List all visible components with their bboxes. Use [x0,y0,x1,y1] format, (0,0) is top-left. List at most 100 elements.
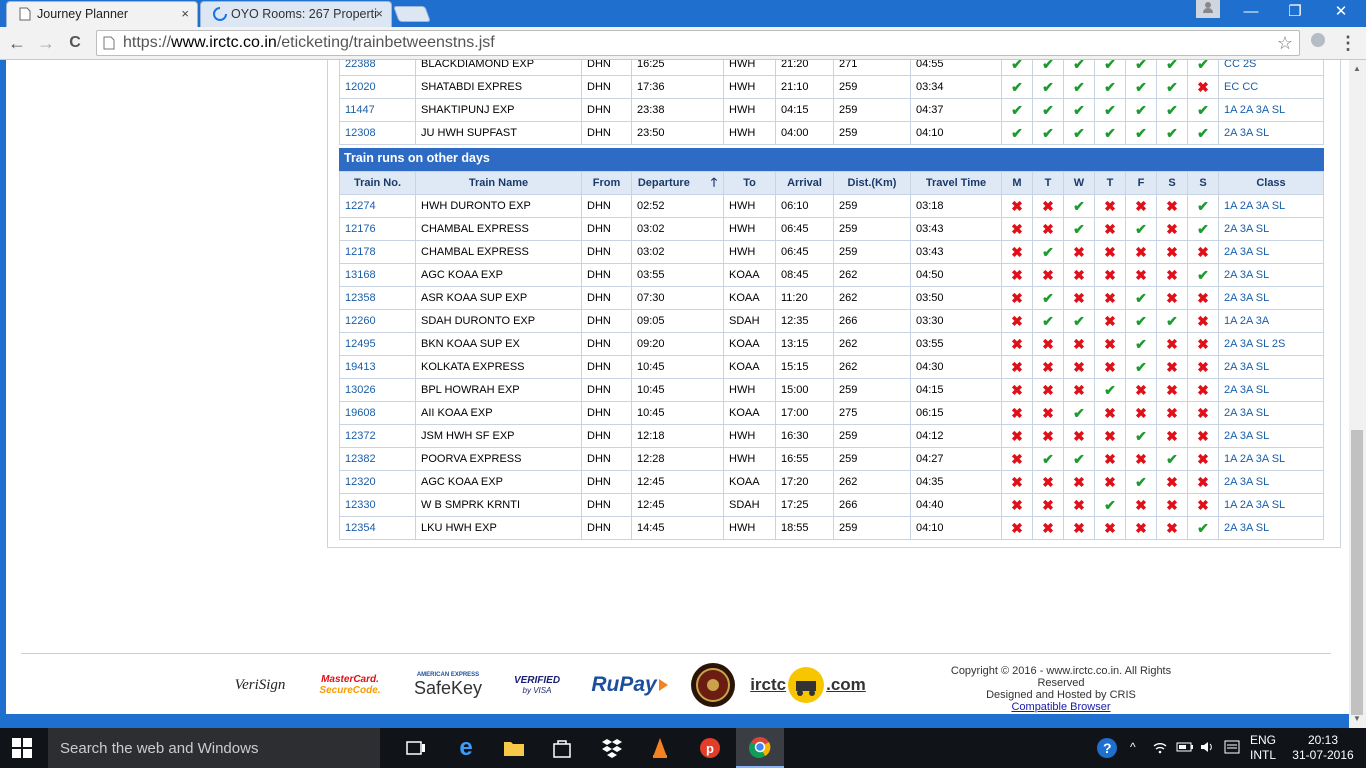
class-link[interactable]: 2A 3A SL [1218,355,1324,379]
windows-start-icon[interactable] [12,738,34,758]
vlc-icon[interactable] [636,728,684,768]
train-number[interactable]: 12330 [339,493,416,517]
train-number[interactable]: 12020 [339,75,416,99]
cross-icon: ✖ [1011,473,1023,490]
train-number[interactable]: 12176 [339,217,416,241]
taskbar-search-box[interactable]: Search the web and Windows [48,728,380,768]
day-wed: ✔ [1063,121,1095,145]
scrollbar-thumb[interactable] [1351,430,1363,715]
class-link[interactable]: 2A 3A SL [1218,470,1324,494]
close-icon[interactable]: × [181,6,189,21]
day-mon: ✖ [1001,378,1033,402]
train-number[interactable]: 13026 [339,378,416,402]
train-number[interactable]: 11447 [339,98,416,122]
train-number[interactable]: 12274 [339,194,416,218]
action-center-icon[interactable] [1224,740,1240,780]
col-train-no[interactable]: Train No. [339,171,416,195]
scroll-up-arrow-icon[interactable]: ▲ [1353,64,1361,73]
edge-browser-icon[interactable]: e [459,734,473,761]
col-travel-time[interactable]: Travel Time [910,171,1002,195]
volume-icon[interactable] [1200,740,1216,780]
class-link[interactable]: CC 2S [1218,60,1324,76]
class-link[interactable]: 1A 2A 3A SL [1218,493,1324,517]
train-name: SHAKTIPUNJ EXP [415,98,582,122]
maximize-button[interactable]: ❐ [1288,3,1302,20]
class-link[interactable]: 1A 2A 3A SL [1218,194,1324,218]
chrome-taskbar-icon[interactable] [736,728,784,768]
train-number[interactable]: 13168 [339,263,416,287]
departure-time: 09:20 [631,332,724,356]
trains-table-other-days: Train No. Train Name From Departure 🡑 To… [339,171,1324,540]
help-icon[interactable]: ? [1096,728,1120,768]
class-link[interactable]: 2A 3A SL [1218,217,1324,241]
day-sat: ✖ [1156,424,1188,448]
class-link[interactable]: 1A 2A 3A SL [1218,98,1324,122]
back-button[interactable]: ← [8,33,26,53]
train-number[interactable]: 22388 [339,60,416,76]
store-icon[interactable] [538,728,586,768]
address-bar[interactable]: https://www.irctc.co.in/eticketing/train… [96,30,1300,56]
train-number[interactable]: 12260 [339,309,416,333]
train-number[interactable]: 12382 [339,447,416,471]
dropbox-icon[interactable] [588,728,636,768]
class-link[interactable]: 2A 3A SL [1218,121,1324,145]
scroll-down-arrow-icon[interactable]: ▼ [1353,714,1361,723]
train-number[interactable]: 12495 [339,332,416,356]
departure-time: 07:30 [631,286,724,310]
task-view-icon[interactable] [392,728,440,768]
minimize-button[interactable]: — [1243,3,1259,20]
train-number[interactable]: 12354 [339,516,416,540]
menu-icon[interactable]: ⋮ [1339,33,1357,53]
close-window-button[interactable]: ✕ [1334,3,1348,20]
class-link[interactable]: 2A 3A SL [1218,378,1324,402]
col-arrival[interactable]: Arrival [775,171,834,195]
tray-expand-icon[interactable]: ^ [1130,740,1136,754]
col-departure[interactable]: Departure 🡑 [631,171,724,195]
train-number[interactable]: 12372 [339,424,416,448]
new-tab-button[interactable] [393,6,431,22]
col-train-name[interactable]: Train Name [415,171,582,195]
train-number[interactable]: 12308 [339,121,416,145]
class-link[interactable]: 2A 3A SL [1218,263,1324,287]
cross-icon: ✖ [1011,289,1023,306]
train-number[interactable]: 19608 [339,401,416,425]
check-icon: ✔ [1073,404,1085,421]
class-link[interactable]: 2A 3A SL [1218,286,1324,310]
pocket-app-icon[interactable]: p [686,728,734,768]
reload-button[interactable]: C [69,34,81,51]
train-number[interactable]: 12358 [339,286,416,310]
day-sat: ✔ [1156,60,1188,76]
class-link[interactable]: 2A 3A SL [1218,401,1324,425]
cross-icon: ✖ [1104,312,1116,329]
compatible-browser-link[interactable]: Compatible Browser [1011,701,1111,713]
check-icon: ✔ [1104,496,1116,513]
tab-oyo-rooms[interactable]: OYO Rooms: 267 Properti × [200,1,392,27]
user-profile-icon[interactable] [1196,0,1220,18]
class-link[interactable]: 2A 3A SL [1218,424,1324,448]
forward-button[interactable]: → [37,33,55,53]
class-link[interactable]: 2A 3A SL [1218,516,1324,540]
clock[interactable]: 20:13 31-07-2016 [1288,733,1358,773]
class-link[interactable]: EC CC [1218,75,1324,99]
train-number[interactable]: 12320 [339,470,416,494]
class-link[interactable]: 2A 3A SL 2S [1218,332,1324,356]
class-link[interactable]: 1A 2A 3A [1218,309,1324,333]
bookmark-star-icon[interactable]: ☆ [1276,33,1293,53]
tab-journey-planner[interactable]: Journey Planner × [6,1,198,27]
col-from[interactable]: From [581,171,632,195]
class-link[interactable]: 2A 3A SL [1218,240,1324,264]
close-icon[interactable]: × [375,6,383,21]
extension-icon[interactable] [1306,31,1330,55]
departure-time: 10:45 [631,355,724,379]
battery-icon[interactable] [1176,741,1194,781]
train-number[interactable]: 19413 [339,355,416,379]
col-to[interactable]: To [723,171,776,195]
wifi-icon[interactable] [1152,740,1168,780]
day-fri: ✔ [1125,355,1157,379]
class-link[interactable]: 1A 2A 3A SL [1218,447,1324,471]
col-class[interactable]: Class [1218,171,1324,195]
col-distance[interactable]: Dist.(Km) [833,171,911,195]
train-number[interactable]: 12178 [339,240,416,264]
language-indicator[interactable]: ENG INTL [1250,733,1276,773]
file-explorer-icon[interactable] [490,728,538,768]
